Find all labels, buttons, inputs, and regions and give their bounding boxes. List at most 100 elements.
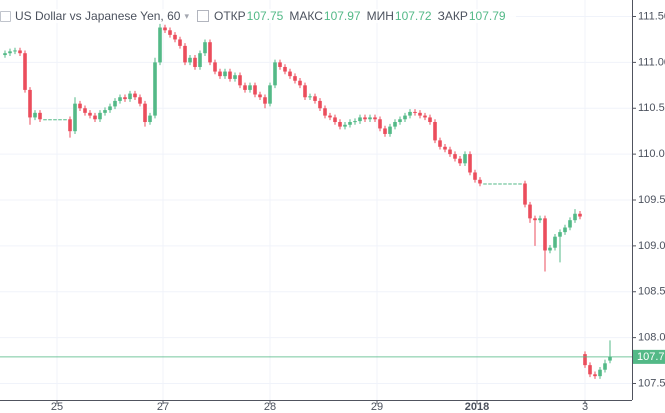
y-tick-label: 108.00 (638, 332, 665, 344)
candle-body (583, 354, 587, 366)
candle-body (598, 369, 602, 377)
candle-body (253, 85, 257, 95)
candle-body (88, 112, 92, 116)
candle-body (63, 119, 67, 121)
legend-label: ЗАКР (437, 9, 468, 23)
legend-value: 107.75 (246, 9, 284, 23)
candle-body (383, 128, 387, 134)
candle-body (188, 57, 192, 63)
candle-body (303, 85, 307, 98)
candle-body (288, 71, 292, 77)
candle-body (243, 85, 247, 90)
x-tick-label: 25 (51, 401, 63, 413)
candle-body (543, 218, 547, 251)
price-label: 107.79 (637, 351, 665, 363)
candle-body (123, 97, 127, 100)
candle-body (103, 110, 107, 113)
icon[interactable] (196, 10, 209, 22)
candle-body (478, 179, 482, 184)
candle-body (573, 213, 577, 221)
candle-body (33, 112, 37, 118)
candle-body (93, 115, 97, 120)
candle-body (13, 50, 17, 52)
chart-title: US Dollar vs Japanese Yen, 60 (15, 9, 181, 23)
candle-body (533, 218, 537, 221)
candle-body (603, 363, 607, 370)
legend-label: ОТКР (213, 9, 246, 23)
candle-body (438, 140, 442, 147)
candle-body (43, 119, 47, 121)
candle-body (223, 71, 227, 77)
candle-body (143, 103, 147, 123)
candle-body (388, 126, 392, 134)
candle-body (168, 30, 172, 35)
x-tick-label: 29 (371, 401, 383, 413)
candle-body (128, 93, 132, 100)
x-tick-label: 28 (264, 401, 276, 413)
candle-body (518, 183, 522, 185)
candle-body (238, 75, 242, 86)
price-label-bg (633, 349, 665, 364)
candle-body (458, 158, 462, 164)
x-tick-label: 3 (582, 401, 588, 413)
candle-body (463, 154, 467, 164)
candle-body (488, 183, 492, 185)
candle-body (378, 119, 382, 129)
candle-body (358, 117, 362, 122)
candle-body (483, 183, 487, 185)
candle-body (593, 374, 597, 377)
candle-body (218, 71, 222, 77)
candle-body (163, 27, 167, 31)
candle-body (338, 122, 342, 127)
candle-body (173, 34, 177, 40)
legend-label: МИН (366, 9, 394, 23)
candle-body (498, 183, 502, 185)
candle-body (608, 356, 612, 361)
candle-body (183, 45, 187, 63)
icon (0, 10, 11, 22)
y-tick-label: 110.50 (638, 102, 665, 114)
candle-body (268, 85, 272, 104)
candle-body (398, 119, 402, 123)
candle-body (493, 183, 497, 185)
icon[interactable]: ▾ (184, 10, 189, 21)
candle-body (323, 108, 327, 116)
candle-body (468, 154, 472, 173)
legend-value: 107.72 (394, 9, 432, 23)
candle-body (393, 122, 397, 127)
legend: US Dollar vs Japanese Yen, 60 ▾ ОТКР 107.… (0, 9, 516, 23)
y-tick-label: 107.50 (638, 377, 665, 389)
candle-body (228, 71, 232, 79)
y-tick-label: 111.50 (638, 10, 665, 22)
y-tick-label: 110.00 (638, 148, 665, 160)
legend-label: МАКС (289, 9, 323, 23)
y-tick-label: 109.00 (638, 240, 665, 252)
candle-body (373, 117, 377, 120)
candle-body (523, 183, 527, 205)
candle-body (258, 94, 262, 98)
candle-body (508, 183, 512, 185)
candle-body (198, 53, 202, 67)
candle-body (408, 111, 412, 116)
candle-body (178, 39, 182, 46)
candle-body (113, 100, 117, 107)
candle-body (528, 204, 532, 219)
candle-body (148, 115, 152, 123)
x-tick-label: 27 (157, 401, 169, 413)
candle-body (203, 42, 207, 54)
candle-body (418, 112, 422, 116)
legend-value: 107.97 (323, 9, 361, 23)
candle-body (273, 62, 277, 86)
candle-body (368, 117, 372, 120)
candle-body (433, 122, 437, 141)
candle-body (213, 62, 217, 72)
candle-body (298, 80, 302, 86)
candle-body (78, 103, 82, 109)
candle-body (158, 27, 162, 63)
candle-body (513, 183, 517, 185)
candle-body (283, 66, 287, 72)
candle-body (58, 119, 62, 121)
candle-body (208, 42, 212, 63)
